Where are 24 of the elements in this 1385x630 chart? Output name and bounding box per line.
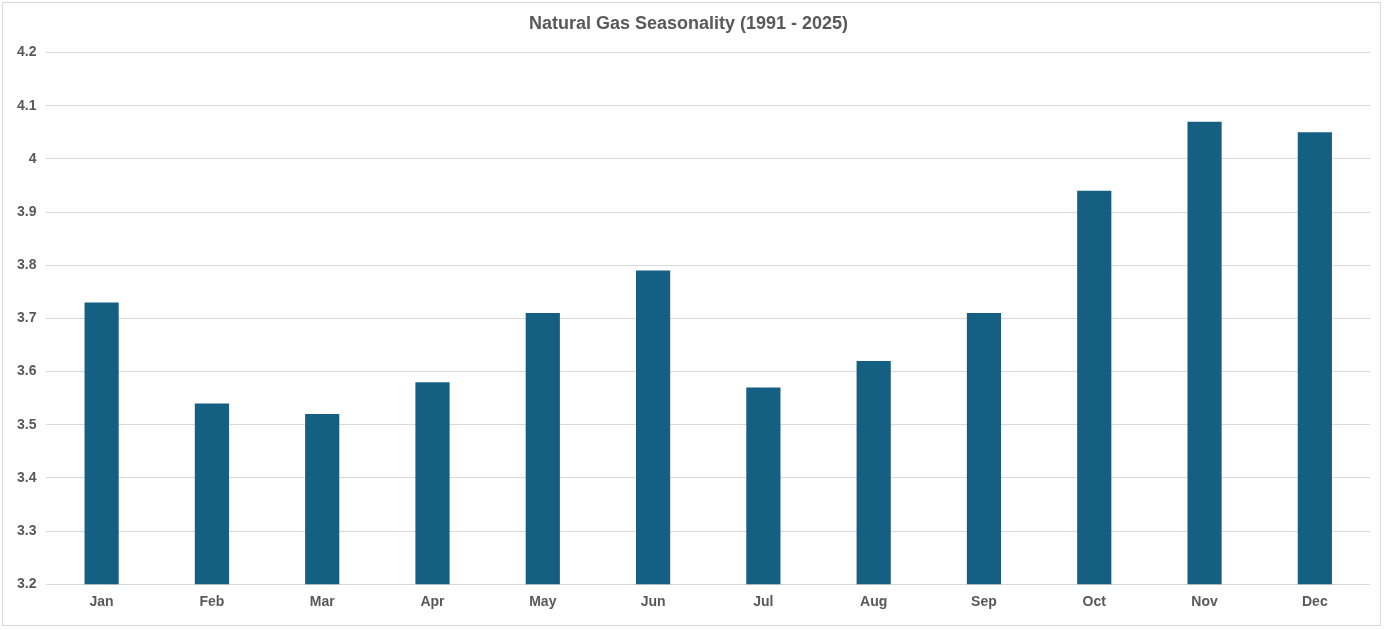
y-tick-label: 3.4 bbox=[16, 468, 37, 485]
x-tick-label: May bbox=[529, 593, 557, 610]
x-tick-label: Feb bbox=[199, 593, 225, 610]
y-tick-label: 4.1 bbox=[16, 96, 37, 113]
x-tick-label: Oct bbox=[1082, 593, 1107, 610]
x-tick-label: Jan bbox=[89, 593, 114, 610]
y-tick-label: 3.5 bbox=[16, 415, 37, 432]
y-tick-label: 3.3 bbox=[16, 521, 37, 538]
y-tick-label: 3.2 bbox=[16, 575, 37, 592]
y-tick-label: 4.2 bbox=[16, 43, 37, 60]
y-tick-label: 3.6 bbox=[16, 362, 37, 379]
y-tick-label: 3.7 bbox=[16, 309, 37, 326]
x-tick-label: Jun bbox=[640, 593, 666, 610]
x-tick-label: Sep bbox=[971, 593, 997, 610]
y-tick-label: 3.8 bbox=[16, 256, 37, 273]
x-tick-label: Apr bbox=[420, 593, 446, 610]
x-tick-label: Aug bbox=[860, 593, 888, 610]
x-tick-label: Jul bbox=[753, 593, 774, 610]
x-tick-label: Nov bbox=[1191, 593, 1218, 610]
x-tick-label: Dec bbox=[1302, 593, 1328, 610]
y-tick-label: 3.9 bbox=[16, 202, 37, 219]
x-tick-label: Mar bbox=[309, 593, 336, 610]
chart-title: Natural Gas Seasonality (1991 - 2025) bbox=[528, 12, 849, 33]
y-tick-label: 4 bbox=[28, 149, 37, 166]
